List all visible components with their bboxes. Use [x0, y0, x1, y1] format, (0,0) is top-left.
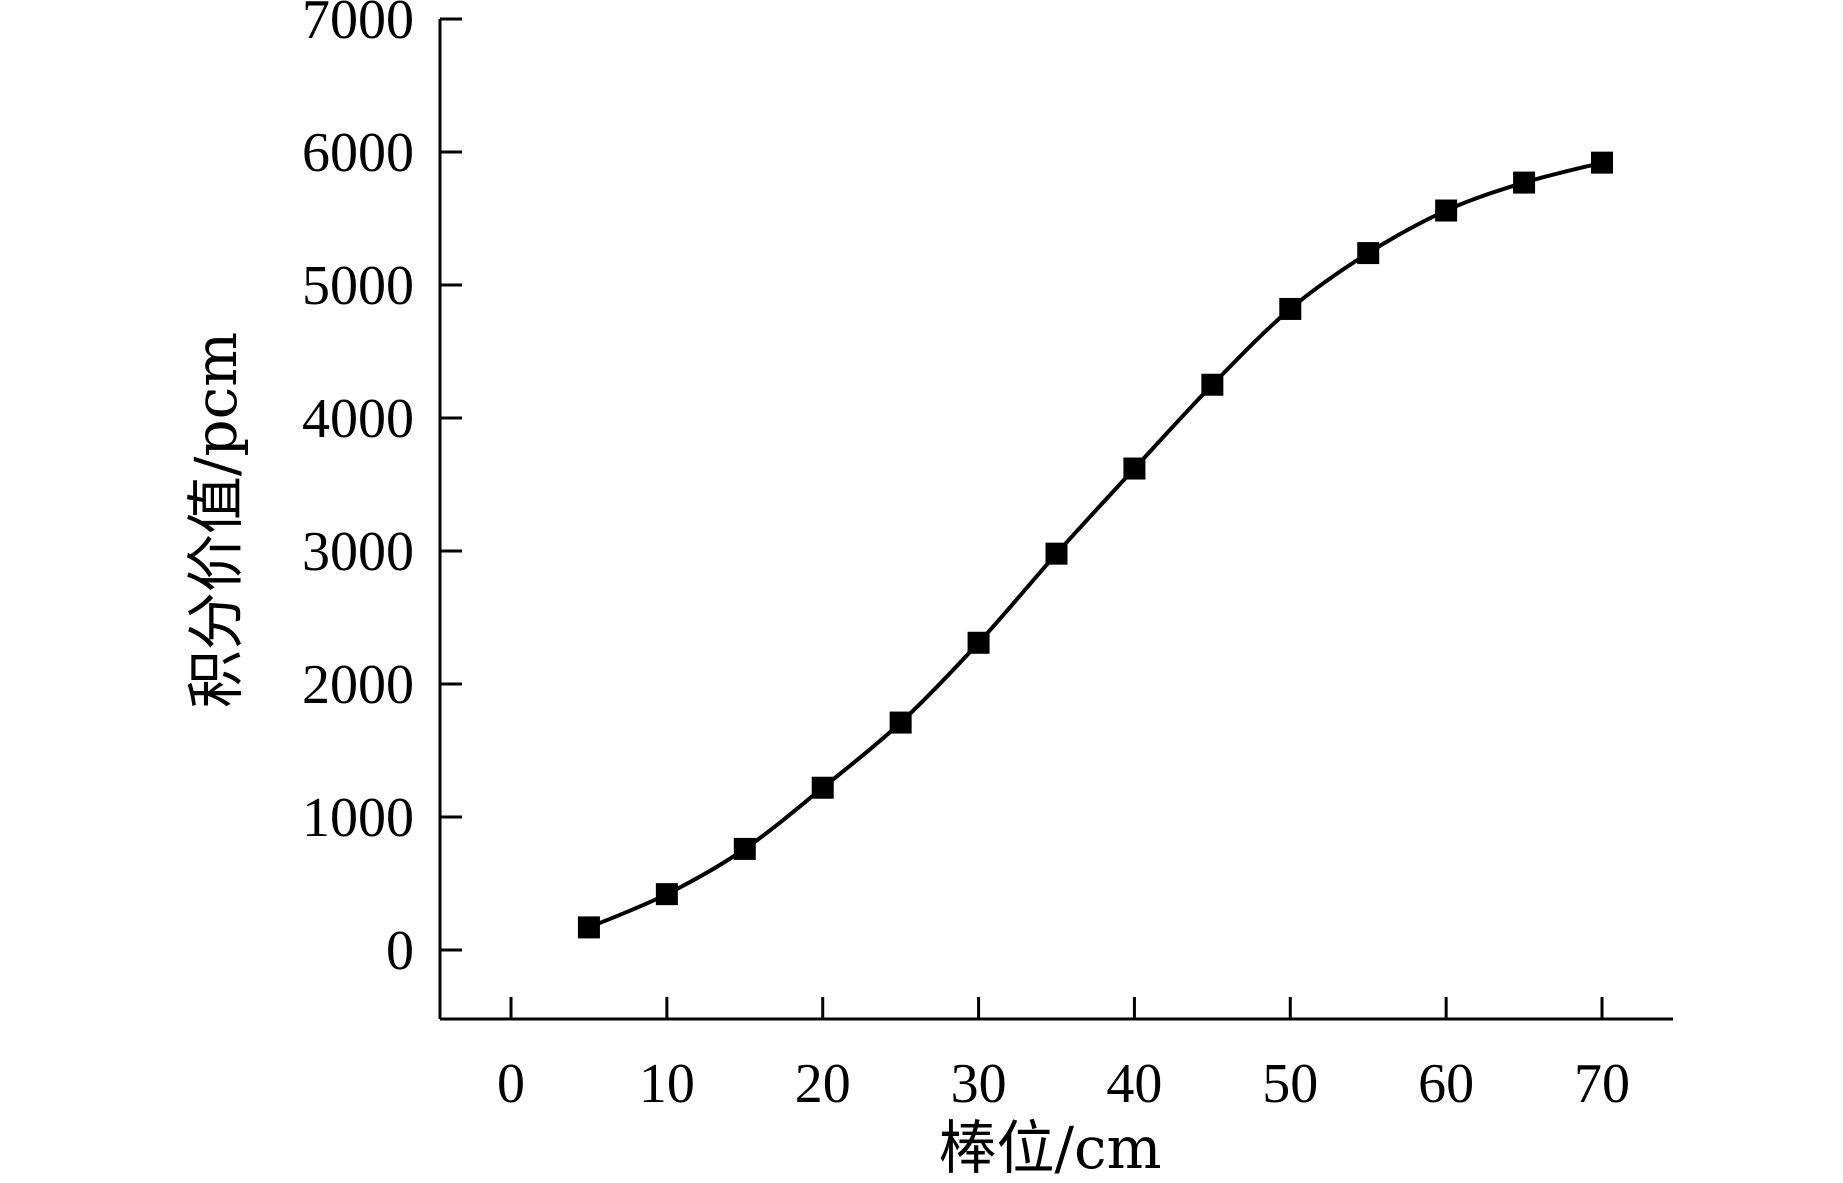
x-tick-label: 20	[795, 1053, 851, 1115]
y-tick-label: 1000	[302, 787, 414, 849]
data-point-marker	[967, 631, 990, 654]
x-tick-label: 0	[497, 1053, 525, 1115]
y-axis-ticks: 0 1000 2000 3000 4000 5000 6000 7000	[302, 0, 462, 982]
x-tick-label: 60	[1418, 1053, 1474, 1115]
x-axis-title: 棒位/cm	[938, 1114, 1161, 1182]
y-axis-title: 积分价值/pcm	[182, 332, 250, 708]
x-tick-label: 40	[1106, 1053, 1162, 1115]
x-tick-label: 30	[951, 1053, 1007, 1115]
y-tick-label: 3000	[302, 521, 414, 583]
y-tick-label: 0	[386, 920, 414, 982]
x-tick-label: 50	[1262, 1053, 1318, 1115]
x-tick-label: 10	[639, 1053, 695, 1115]
x-axis-ticks: 0 10 20 30 40 50 60 70	[497, 997, 1630, 1115]
y-tick-label: 4000	[302, 388, 414, 450]
y-tick-label: 7000	[302, 0, 414, 51]
data-point-marker	[1591, 151, 1613, 174]
data-point-marker	[811, 776, 834, 799]
x-tick-label: 70	[1574, 1053, 1630, 1115]
data-point-marker	[1279, 297, 1302, 320]
data-point-marker	[1045, 542, 1068, 565]
axes	[438, 19, 1673, 1021]
data-point-marker	[889, 711, 912, 734]
data-point-marker	[1123, 457, 1146, 480]
data-point-marker	[1513, 171, 1536, 194]
data-point-marker	[1435, 199, 1458, 222]
y-tick-label: 5000	[302, 255, 414, 317]
data-point-marker	[577, 916, 600, 939]
series-line	[588, 160, 1603, 930]
y-tick-label: 2000	[302, 654, 414, 716]
data-point-marker	[1201, 373, 1224, 396]
data-point-marker	[733, 837, 756, 860]
series-layer	[577, 151, 1613, 939]
y-tick-label: 6000	[302, 122, 414, 184]
data-point-marker	[1357, 242, 1380, 265]
data-point-marker	[655, 883, 678, 906]
